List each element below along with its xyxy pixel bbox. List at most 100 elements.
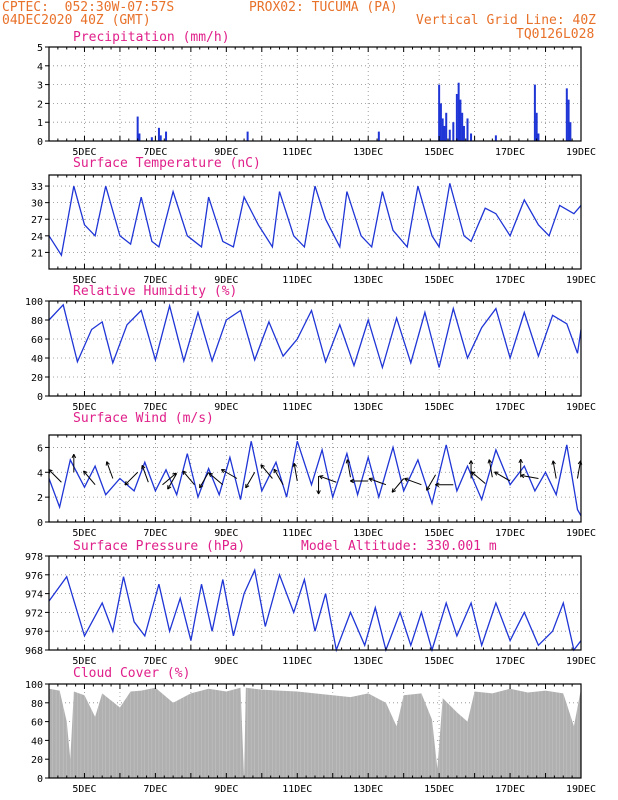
cloud-panel: Cloud Cover (%) 0 20 40 60 80 100 5DEC 7DEC 9DEC 1…: [25, 666, 596, 795]
temp-xtick-label: 19DEC: [566, 275, 596, 286]
precip-bar: [165, 131, 168, 141]
precip-bar: [441, 118, 444, 141]
wind-xtick-label: 13DEC: [353, 528, 383, 539]
precip-bar: [443, 125, 446, 141]
wind-line: [48, 440, 582, 517]
precip-xtick-label: 15DEC: [424, 147, 454, 158]
rh-xtick-label: 19DEC: [566, 402, 596, 413]
rh-panel: Relative Humidity (%) 0 20 40 60 80 100 5DEC 7DE…: [25, 284, 596, 413]
wind-vector: [167, 473, 178, 490]
precip-bar: [462, 125, 465, 141]
wind-vector-head: [316, 490, 321, 495]
precip-bar: [567, 99, 570, 141]
precip-xtick-label: 9DEC: [214, 147, 238, 158]
wind-vector-head: [71, 454, 77, 459]
temp-xtick-label: 9DEC: [214, 275, 238, 286]
cloud-title: Cloud Cover (%): [73, 666, 190, 681]
wind-vector-head: [292, 462, 297, 468]
temp-xtick-label: 7DEC: [143, 275, 167, 286]
precip-title: Precipitation (mm/h): [73, 30, 230, 45]
wind-xtick-label: 15DEC: [424, 528, 454, 539]
press-xtick-label: 17DEC: [495, 656, 525, 667]
wind-vector-head: [245, 483, 250, 489]
wind-vector: [124, 471, 139, 486]
precip-bar: [246, 131, 249, 141]
press-panel: Surface Pressure (hPa) Model Altitude: 33…: [25, 539, 596, 667]
press-xtick-label: 9DEC: [214, 656, 238, 667]
wind-vector-head: [105, 461, 110, 466]
wind-vector: [552, 460, 557, 479]
temp-ytick-label: 21: [31, 248, 43, 259]
wind-vector: [494, 471, 511, 482]
press-title: Surface Pressure (hPa): [73, 539, 245, 554]
press-ytick-label: 970: [25, 627, 43, 638]
header-date: 04DEC2020 40Z (GMT): [2, 13, 151, 28]
temp-xtick-label: 11DEC: [282, 275, 312, 286]
wind-vector: [368, 478, 387, 486]
temp-xtick-label: 15DEC: [424, 275, 454, 286]
wind-xtick-label: 9DEC: [214, 528, 238, 539]
precip-xtick-label: 11DEC: [282, 147, 312, 158]
precip-xtick-label: 5DEC: [72, 147, 96, 158]
rh-xtick-label: 15DEC: [424, 402, 454, 413]
model-altitude: Model Altitude: 330.001 m: [301, 539, 497, 554]
cloud-xtick-label: 11DEC: [282, 784, 312, 795]
wind-vector: [221, 469, 238, 479]
temp-panel: Surface Temperature (nC) 21 24 27 30 33 5DEC 7D…: [31, 156, 596, 286]
cloud-xtick-label: 9DEC: [214, 784, 238, 795]
cloud-ytick-label: 80: [31, 699, 43, 710]
press-xtick-label: 15DEC: [424, 656, 454, 667]
precip-ytick-label: 3: [37, 81, 43, 92]
press-line: [48, 567, 582, 653]
precip-bar: [470, 133, 473, 141]
cloud-ytick-label: 0: [37, 774, 43, 785]
wind-vector: [319, 475, 337, 483]
rh-ytick-label: 20: [31, 373, 43, 384]
wind-vector-head: [470, 471, 476, 476]
cloud-xtick-label: 19DEC: [566, 784, 596, 795]
temp-line: [48, 183, 582, 257]
wind-vector-head: [199, 483, 204, 489]
precip-xtick-label: 17DEC: [495, 147, 525, 158]
wind-vector: [182, 470, 195, 486]
rh-title: Relative Humidity (%): [73, 284, 237, 299]
press-ytick-label: 972: [25, 608, 43, 619]
precip-bar: [438, 84, 441, 141]
precip-bar: [461, 112, 464, 141]
press-ytick-label: 976: [25, 571, 43, 582]
precip-bar: [445, 112, 448, 141]
press-ytick-label: 974: [25, 590, 43, 601]
precip-xtick-label: 7DEC: [143, 147, 167, 158]
wind-xtick-label: 5DEC: [72, 528, 96, 539]
press-frame: [48, 555, 582, 651]
rh-ytick-label: 60: [31, 335, 43, 346]
press-xtick-label: 5DEC: [72, 656, 96, 667]
press-xtick-label: 13DEC: [353, 656, 383, 667]
wind-vector-head: [260, 464, 265, 469]
wind-vector: [48, 469, 62, 483]
wind-vector-head: [182, 470, 187, 475]
rh-xtick-label: 11DEC: [282, 402, 312, 413]
precip-bar: [565, 88, 568, 141]
wind-vector-head: [494, 471, 499, 476]
precip-bar: [439, 103, 442, 141]
wind-ytick-label: 2: [37, 493, 43, 504]
precip-bar: [157, 127, 160, 141]
wind-vector: [106, 461, 114, 479]
rh-ytick-label: 40: [31, 354, 43, 365]
precip-bar: [533, 84, 536, 141]
precip-bar: [159, 135, 162, 141]
wind-vector-head: [404, 477, 409, 482]
precip-ytick-label: 2: [37, 99, 43, 110]
header-location: PROX02: TUCUMA (PA): [249, 0, 398, 15]
wind-vector-head: [345, 459, 351, 464]
header-station: CPTEC: 052:30W-07:57S: [2, 0, 175, 15]
temp-ytick-label: 33: [31, 182, 43, 193]
wind-vector-head: [426, 486, 431, 491]
cloud-xtick-label: 17DEC: [495, 784, 525, 795]
wind-vector-head: [349, 478, 354, 484]
rh-xtick-label: 9DEC: [214, 402, 238, 413]
precip-bar: [452, 122, 455, 141]
wind-vector-head: [487, 459, 493, 464]
